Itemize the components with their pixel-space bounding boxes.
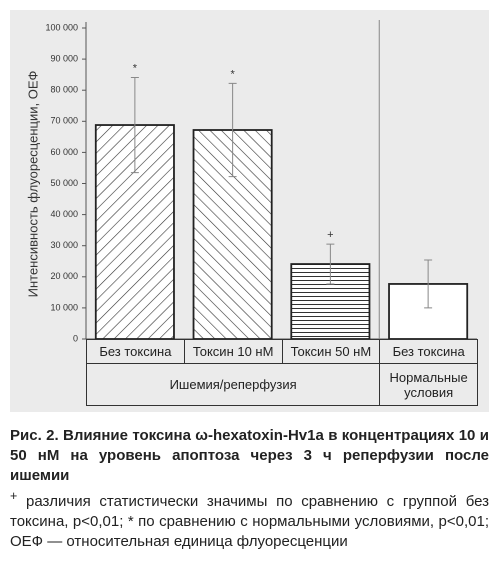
category-label: Токсин 50 нМ (281, 339, 381, 364)
group-label: Нормальные условия (379, 363, 478, 406)
caption-title: Рис. 2. Влияние токсина ω-hexatoxin-Hv1a… (10, 427, 489, 484)
y-tick-label: 60 000 (50, 147, 78, 157)
y-tick-label: 40 000 (50, 209, 78, 219)
y-axis-title: Интенсивность флуоресценции, ОЕФ (25, 71, 40, 298)
significance-mark: + (327, 229, 333, 241)
error-bar (326, 243, 335, 285)
caption: Рис. 2. Влияние токсина ω-hexatoxin-Hv1a… (10, 426, 489, 552)
note-mark: + (10, 489, 18, 503)
group-label: Ишемия/реперфузия (86, 363, 381, 406)
category-label: Без токсина (86, 339, 185, 364)
y-tick-label: 0 (73, 333, 78, 343)
y-tick-label: 70 000 (50, 116, 78, 126)
y-tick-label: 10 000 (50, 302, 78, 312)
chart: Интенсивность флуоресценции, ОЕФ 0 10 000… (25, 20, 477, 343)
category-label: Без токсина (379, 339, 478, 364)
y-tick-label: 90 000 (50, 53, 78, 63)
y-tick-label: 20 000 (50, 271, 78, 281)
error-bar (228, 82, 237, 178)
error-bar (130, 76, 139, 174)
category-label: Токсин 10 нМ (183, 339, 283, 364)
y-tick-label: 30 000 (50, 240, 78, 250)
y-tick-label: 50 000 (50, 178, 78, 188)
y-tick-label: 100 000 (45, 22, 78, 32)
significance-mark: * (230, 68, 235, 80)
caption-note: различия статистически значимы по сравне… (10, 493, 490, 550)
significance-mark: * (133, 62, 138, 74)
error-bar (424, 259, 433, 309)
y-tick-label: 80 000 (50, 85, 78, 95)
